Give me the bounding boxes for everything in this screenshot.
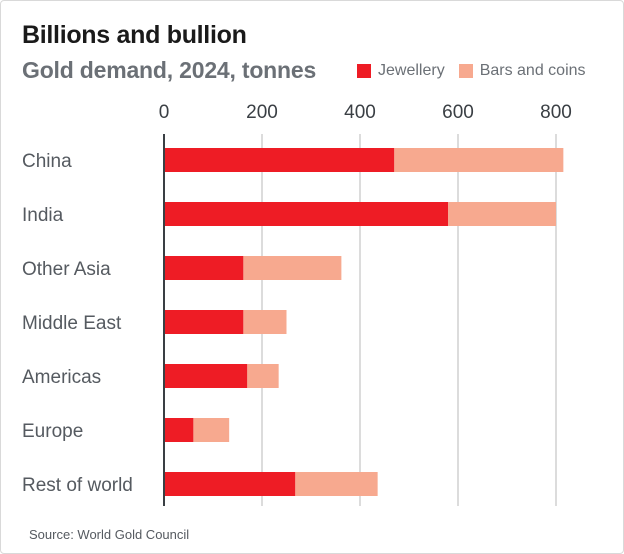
bar-india-bars-and-coins [448,202,556,226]
chart-subtitle: Gold demand, 2024, tonnes [22,57,317,83]
legend-label-jewellery: Jewellery [378,62,445,79]
bar-middle-east-jewellery [164,310,244,334]
legend-item-bars-and-coins: Bars and coins [458,62,586,80]
chart-legend: Jewellery Bars and coins [357,62,600,80]
chart-title: Billions and bullion [22,21,247,49]
bar-europe-bars-and-coins [193,418,230,442]
bar-rest-of-world-bars-and-coins [295,472,378,496]
category-label-rest-of-world: Rest of world [22,475,133,496]
bar-rest-of-world-jewellery [164,472,296,496]
bar-europe-jewellery [164,418,194,442]
x-tick-label-800: 800 [540,102,572,123]
category-label-china: China [22,151,72,172]
legend-label-bars-and-coins: Bars and coins [479,62,586,79]
bar-americas-jewellery [164,364,248,388]
bar-other-asia-jewellery [164,256,244,280]
bar-americas-bars-and-coins [247,364,279,388]
category-label-europe: Europe [22,421,83,442]
bar-india-jewellery [164,202,449,226]
x-tick-label-200: 200 [246,102,278,123]
bar-other-asia-bars-and-coins [243,256,342,280]
category-label-middle-east: Middle East [22,313,122,334]
category-label-americas: Americas [22,367,101,388]
bar-middle-east-bars-and-coins [243,310,287,334]
x-tick-label-0: 0 [159,102,170,123]
x-tick-label-600: 600 [442,102,474,123]
bar-china-jewellery [164,148,395,172]
legend-swatch-bars-and-coins [458,64,473,78]
legend-item-jewellery: Jewellery [357,62,445,80]
category-label-other-asia: Other Asia [22,259,111,280]
x-tick-label-400: 400 [344,102,376,123]
category-label-india: India [22,205,64,226]
bar-china-bars-and-coins [394,148,564,172]
legend-swatch-jewellery [357,64,371,78]
source-note: Source: World Gold Council [29,527,190,542]
